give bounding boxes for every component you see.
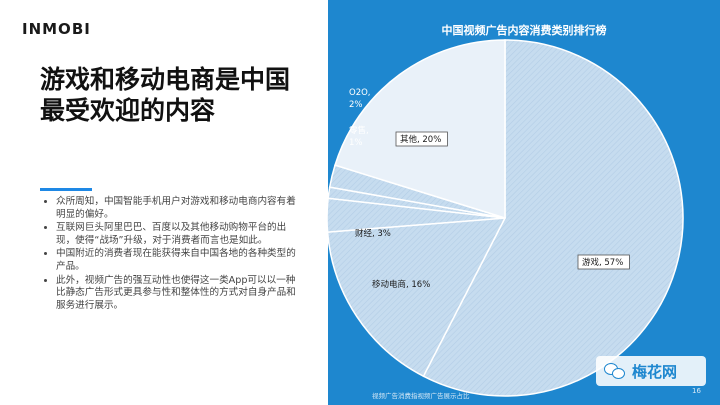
svg-text:其他, 20%: 其他, 20% [400,134,441,145]
accent-divider [40,188,92,191]
inmobi-logo: INMOBI [22,20,91,38]
bullet-item: 此外，视频广告的强互动性也使得这一类App可以以一种比静态广告形式更具参与性和整… [56,275,302,313]
page-number: 16 [692,387,701,395]
bullet-item: 互联网巨头阿里巴巴、百度以及其他移动购物平台的出现，使得“战场”升级，对于消费者… [56,222,302,247]
pie-slice-其他 [334,39,506,220]
watermark-text: 梅花网 [632,362,678,381]
pie-label-财经: 财经, 3% [355,228,391,239]
pie-slice-游戏 [422,39,684,397]
pie-label-移动电商: 移动电商, 16% [372,279,430,290]
pie-label-O2O: O2O, 2% [349,88,371,110]
svg-text:游戏, 57%: 游戏, 57% [582,257,623,268]
chart-title: 中国视频广告内容消费类别排行榜 [441,24,607,37]
wechat-icon [604,362,626,380]
bullet-item: 众所周知，中国智能手机用户对游戏和移动电商内容有着明显的偏好。 [56,196,302,221]
pie-label-零售: 零售, 1% [349,125,369,148]
svg-text:零售,1%: 零售, 1% [349,125,369,148]
svg-text:移动电商, 16%: 移动电商, 16% [372,279,430,290]
pie-slice-移动电商 [326,217,507,378]
bullet-list: 众所周知，中国智能手机用户对游戏和移动电商内容有着明显的偏好。 互联网巨头阿里巴… [42,196,302,313]
chart-source-note: 视频广告消费指视频广告展示占比 [372,392,470,400]
pie-label-其他: 其他, 20% [395,131,448,147]
bullet-item: 中国附近的消费者现在能获得来自中国各地的各种类型的产品。 [56,248,302,273]
watermark: 梅花网 [596,356,706,386]
pie-label-游戏: 游戏, 57% [577,254,630,270]
svg-text:O2O,2%: O2O, 2% [349,88,371,110]
page-title: 游戏和移动电商是中国最受欢迎的内容 [40,65,291,125]
text-panel: INMOBI 游戏和移动电商是中国最受欢迎的内容 众所周知，中国智能手机用户对游… [0,0,328,405]
svg-text:财经, 3%: 财经, 3% [355,228,391,239]
